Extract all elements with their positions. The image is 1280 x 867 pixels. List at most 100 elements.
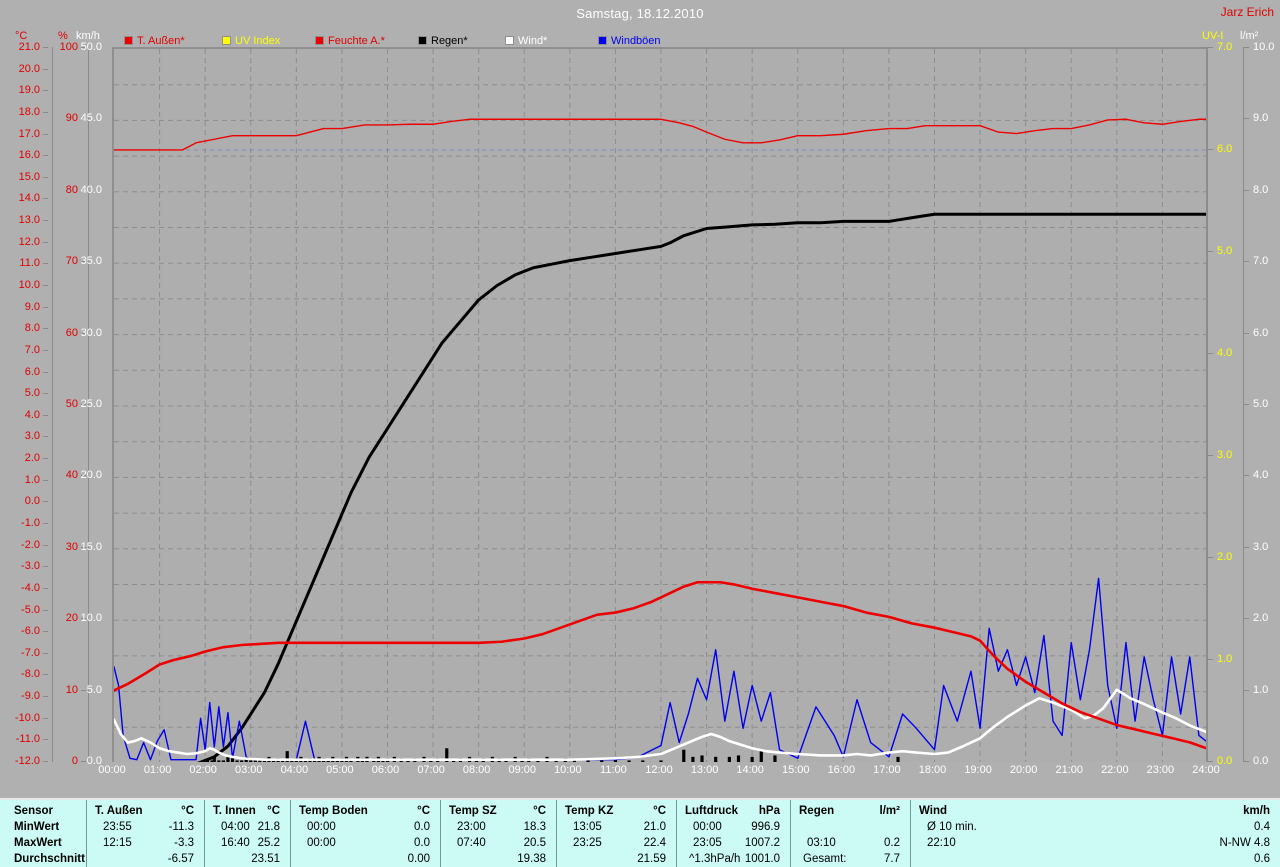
series-t-au-en: [114, 580, 1206, 750]
table-row: 0.00: [291, 851, 440, 867]
axis-tick-label: 0.0: [1253, 755, 1269, 767]
table-cell-value: 21.0: [643, 821, 666, 833]
table-group-luftdruck: Luftdruck hPa 00:00 996.9 23:05 1007.2 ^1.3hPa…: [676, 800, 790, 867]
axis-unit-humidity: %: [58, 30, 68, 42]
table-row-label: MaxWert: [0, 835, 86, 851]
axis-rule-rain: [1243, 47, 1244, 762]
axis-rule-uv: [1207, 47, 1208, 762]
axis-rule-temp: [52, 47, 53, 762]
table-row: 12:15 -3.3: [87, 835, 204, 851]
axis-tick-label: 12.0: [18, 235, 40, 248]
table-cell-value: 0.6: [1254, 853, 1270, 865]
axis-tick-label: 2.0: [1217, 551, 1233, 563]
axis-tick-label: -5.0: [21, 603, 40, 616]
axis-tick-label: 20: [65, 612, 78, 625]
table-cell-value: 1001.0: [744, 853, 780, 865]
table-cell-label: 23:25: [573, 837, 602, 849]
table-cell-label: 12:15: [103, 837, 132, 849]
axis-tick-label: 17.0: [18, 127, 40, 140]
axis-rule-humidity: [88, 47, 89, 762]
axis-tick-mark: [43, 480, 48, 481]
chart-plot-area[interactable]: [112, 47, 1207, 762]
axis-tick-mark: [43, 177, 48, 178]
table-row: [791, 819, 910, 835]
table-cell-value: °C: [533, 805, 546, 817]
axis-tick-mark: [1244, 190, 1249, 191]
axis-tick-label: 1.0: [1217, 653, 1233, 665]
axis-tick-mark: [43, 328, 48, 329]
axis-tick-label: 1.0: [24, 473, 40, 486]
legend-item-temp-outside[interactable]: T. Außen*: [124, 31, 185, 47]
table-row: Temp Boden °C: [291, 803, 440, 819]
axis-tick-label: 21.0: [18, 41, 40, 53]
legend-item-wind[interactable]: Wind*: [505, 31, 548, 47]
axis-tick-label: 6.0: [1253, 326, 1269, 339]
legend-item-wind-gusts[interactable]: Windböen: [598, 31, 661, 47]
table-cell-label: 22:10: [927, 837, 956, 849]
axis-tick-mark: [81, 118, 86, 119]
axis-tick-mark: [1244, 333, 1249, 334]
table-row-label: MinWert: [0, 819, 86, 835]
axis-tick-label: 10.0: [1253, 41, 1275, 53]
legend-swatch-icon: [598, 36, 607, 45]
table-cell-value: 0.00: [407, 853, 430, 865]
table-row: 23.51: [205, 851, 290, 867]
axis-tick-label: 14.0: [18, 192, 40, 205]
axis-tick-label: -8.0: [21, 668, 40, 681]
axis-tick-label: 0: [71, 755, 78, 767]
legend-item-rain[interactable]: Regen*: [418, 31, 468, 47]
axis-tick-mark: [81, 404, 86, 405]
table-cell-value: 1007.2: [744, 837, 780, 849]
axis-tick-mark: [1208, 149, 1213, 150]
legend-label: T. Außen*: [137, 35, 185, 47]
axis-tick-mark: [43, 739, 48, 740]
table-cell-value: 18.3: [523, 821, 546, 833]
table-cell-label: 04:00: [221, 821, 250, 833]
axis-tick-mark: [43, 350, 48, 351]
legend-label: Wind*: [518, 35, 548, 47]
legend-item-uv-index[interactable]: UV Index: [222, 31, 281, 47]
axis-tick-label: 10: [65, 683, 78, 696]
x-axis-tick-label: 15:00: [781, 764, 810, 776]
axis-tick-label: -6.0: [21, 625, 40, 638]
table-cell-value: °C: [417, 805, 430, 817]
x-axis-tick-label: 01:00: [143, 764, 172, 776]
table-cell-label: T. Innen: [213, 805, 256, 817]
axis-tick-label: 35.0: [80, 255, 102, 268]
axis-tick-mark: [81, 190, 86, 191]
table-cell-label: 00:00: [307, 837, 336, 849]
table-cell-label: Temp KZ: [565, 805, 614, 817]
x-axis-tick-label: 00:00: [98, 764, 126, 776]
table-cell-value: N-NW 4.8: [1219, 837, 1270, 849]
axis-tick-label: 19.0: [18, 84, 40, 97]
axis-tick-mark: [43, 674, 48, 675]
axis-tick-mark: [1208, 455, 1213, 456]
table-row-label: Durchschnitt: [0, 851, 86, 867]
axis-tick-mark: [43, 588, 48, 589]
axis-tick-label: -10.0: [14, 711, 40, 724]
table-cell-value: 25.2: [257, 837, 280, 849]
table-row: T. Innen °C: [205, 803, 290, 819]
table-row: Luftdruck hPa: [677, 803, 790, 819]
axis-tick-mark: [1208, 47, 1213, 48]
axis-tick-mark: [43, 112, 48, 113]
x-axis-tick-label: 08:00: [462, 764, 491, 776]
axis-tick-mark: [43, 220, 48, 221]
table-cell-value: -6.57: [167, 853, 194, 865]
legend-label: Regen*: [431, 35, 468, 47]
axis-tick-label: 8.0: [24, 322, 40, 335]
x-axis-tick-label: 23:00: [1146, 764, 1175, 776]
table-cell-value: °C: [653, 805, 666, 817]
axis-tick-label: 10.0: [18, 279, 40, 291]
table-group-sensor-labels: Sensor MinWert MaxWert Durchschnitt: [0, 800, 86, 867]
legend-item-humidity-outside[interactable]: Feuchte A.*: [315, 31, 385, 47]
legend-label: UV Index: [235, 35, 281, 47]
table-cell-label: 00:00: [693, 821, 722, 833]
legend-label: Windböen: [611, 35, 661, 47]
axis-tick-mark: [43, 631, 48, 632]
table-cell-label: 00:00: [307, 821, 336, 833]
axis-tick-label: 7.0: [1253, 255, 1269, 268]
axis-tick-mark: [43, 523, 48, 524]
y-axis-rain: 10.0 9.0 8.0 7.0 6.0 5.0 4.0 3.0 2.0 1.0 0.0: [1243, 42, 1280, 767]
